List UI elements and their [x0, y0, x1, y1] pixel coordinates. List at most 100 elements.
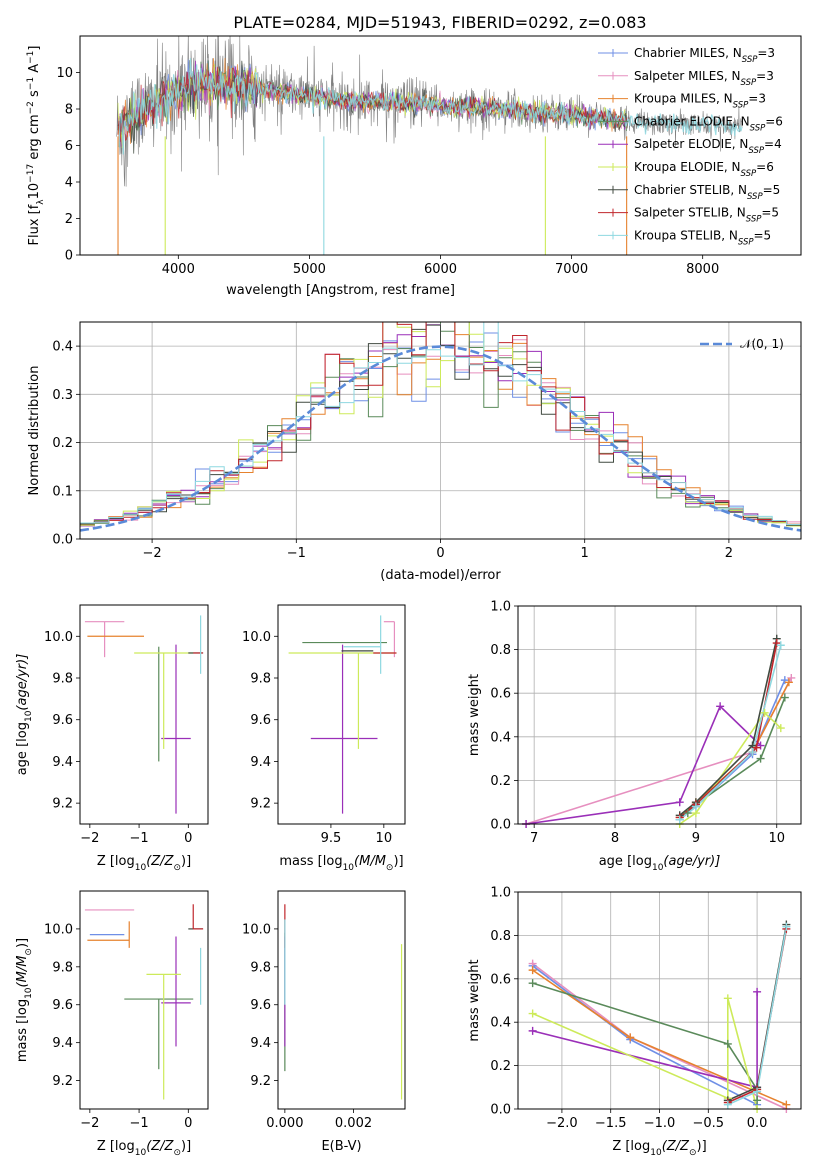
legend-label: Salpeter ELODIE, NSSP=4: [634, 137, 782, 156]
label-part: =5: [754, 228, 772, 242]
y-tick-label: 0.6: [490, 687, 511, 702]
y-tick-label: 0.8: [490, 929, 511, 944]
label-part: (age/yr)]: [663, 854, 720, 869]
axes-frame: [79, 604, 209, 825]
plus-marker: [780, 693, 789, 702]
axes-frame: [79, 35, 802, 256]
y-axis-label: mass weight: [467, 674, 482, 756]
plus-marker: [716, 702, 725, 711]
legend-label: Kroupa ELODIE, NSSP=6: [634, 160, 774, 179]
plus-marker: [776, 641, 785, 650]
label-part: =3: [757, 46, 775, 60]
y-tick-label: 1.0: [490, 600, 511, 615]
plus-marker: [776, 724, 785, 733]
plus-marker: [691, 802, 700, 811]
errorbar-point: [343, 615, 382, 674]
plus-marker: [780, 676, 789, 685]
residual-histogram-step: [80, 322, 801, 539]
label-part: )]: [181, 854, 191, 869]
plot-area: [288, 615, 397, 814]
label-part: (Z/Z: [146, 1139, 174, 1154]
y-axis-label: mass weight: [467, 959, 482, 1041]
label-part: )]: [181, 1139, 191, 1154]
label-part: SSP: [741, 78, 757, 88]
y-axis-label: mass [log10(M/M⊙)]: [15, 938, 34, 1062]
plus-marker: [528, 966, 537, 975]
label-part: Z [log: [97, 1139, 135, 1154]
label-part: =3: [748, 92, 766, 106]
label-part: 10: [650, 1148, 662, 1158]
y-tick-label: 0.6: [490, 972, 511, 987]
label-part: SSP: [747, 192, 763, 202]
x-axis-label: E(B-V): [321, 1139, 361, 1154]
axes-frame: [79, 890, 209, 1110]
legend-label: Salpeter STELIB, NSSP=5: [634, 206, 779, 225]
legend-label: Chabrier ELODIE, NSSP=6: [634, 114, 783, 133]
figure-title: PLATE=0284, MJD=51943, FIBERID=0292, z=0…: [233, 13, 646, 32]
y-tick-label: 4: [65, 176, 73, 191]
y-tick-label: 9.4: [250, 1036, 271, 1051]
mass-weight-series-line: [525, 677, 793, 824]
plus-marker: [756, 754, 765, 763]
plus-marker: [675, 798, 684, 807]
label-part: )]: [15, 938, 30, 948]
y-tick-label: 0.3: [52, 388, 73, 403]
errorbar-point: [124, 998, 194, 1070]
x-tick-label: 4000: [162, 262, 195, 277]
label-part: SSP: [742, 55, 758, 65]
x-tick-label: 9: [692, 831, 700, 846]
label-part: 10: [343, 863, 355, 873]
y-tick-label: 0.2: [52, 436, 73, 451]
y-tick-label: 9.2: [250, 797, 271, 812]
y-tick-label: 0.0: [490, 818, 511, 833]
y-tick-label: 0.0: [52, 533, 73, 548]
plot-area: [525, 638, 793, 824]
plus-marker: [723, 1100, 732, 1109]
label-part: Kroupa ELODIE, N: [634, 160, 741, 174]
plus-marker: [752, 743, 761, 752]
label-part: s: [27, 90, 42, 101]
y-tick-label: 0.4: [52, 340, 73, 355]
mass-weight-series-line: [687, 697, 786, 814]
label-part: SSP: [741, 169, 757, 179]
x-tick-label: −1: [129, 831, 148, 846]
y-tick-label: 9.8: [52, 672, 73, 687]
label-part: ⊙: [173, 1148, 181, 1158]
plot-area: [116, 36, 743, 255]
label-part: (M/M: [15, 956, 30, 988]
label-part: SSP: [733, 101, 749, 111]
x-tick-label: 8000: [686, 262, 719, 277]
y-tick-label: 0: [65, 249, 73, 264]
x-tick-label: 0.0: [747, 1116, 768, 1131]
massweight-vs-age-panel: 7 8 9 10 0.0 0.2 0.4 0.6 0.8 1.0 mass weight age [l…: [467, 600, 802, 873]
axes-frame: [277, 604, 406, 825]
errorbar-point: [161, 644, 191, 814]
errorbar-point: [192, 904, 204, 930]
y-tick-label: 2: [65, 212, 73, 227]
x-axis-label: (data-model)/error: [380, 568, 501, 583]
y-tick-label: 10.0: [242, 630, 271, 645]
y-tick-label: 0.2: [490, 774, 511, 789]
plot-area: [80, 322, 801, 539]
label-part: Chabrier ELODIE, N: [634, 114, 750, 128]
x-axis-label: Z [log10(Z/Z⊙)]: [97, 1139, 191, 1158]
y-tick-label: 0.8: [490, 643, 511, 658]
label-part: mass [log: [279, 854, 342, 869]
label-part: )]: [393, 854, 403, 869]
y-tick-label: 6: [65, 139, 73, 154]
label-part: SSP: [738, 237, 754, 247]
label-part: ⊙: [24, 948, 34, 956]
plus-marker: [753, 1087, 762, 1096]
y-tick-label: 0.4: [490, 730, 511, 745]
plus-marker: [528, 979, 537, 988]
mass-weight-series-line: [679, 638, 778, 816]
label-part: =6: [756, 160, 774, 174]
y-tick-label: 9.6: [250, 713, 271, 728]
plus-marker: [683, 809, 692, 818]
plus-marker: [528, 1026, 537, 1035]
x-tick-label: −1.0: [644, 1116, 676, 1131]
label-part: Kroupa MILES, N: [634, 92, 733, 106]
label-part: ]: [27, 46, 42, 51]
